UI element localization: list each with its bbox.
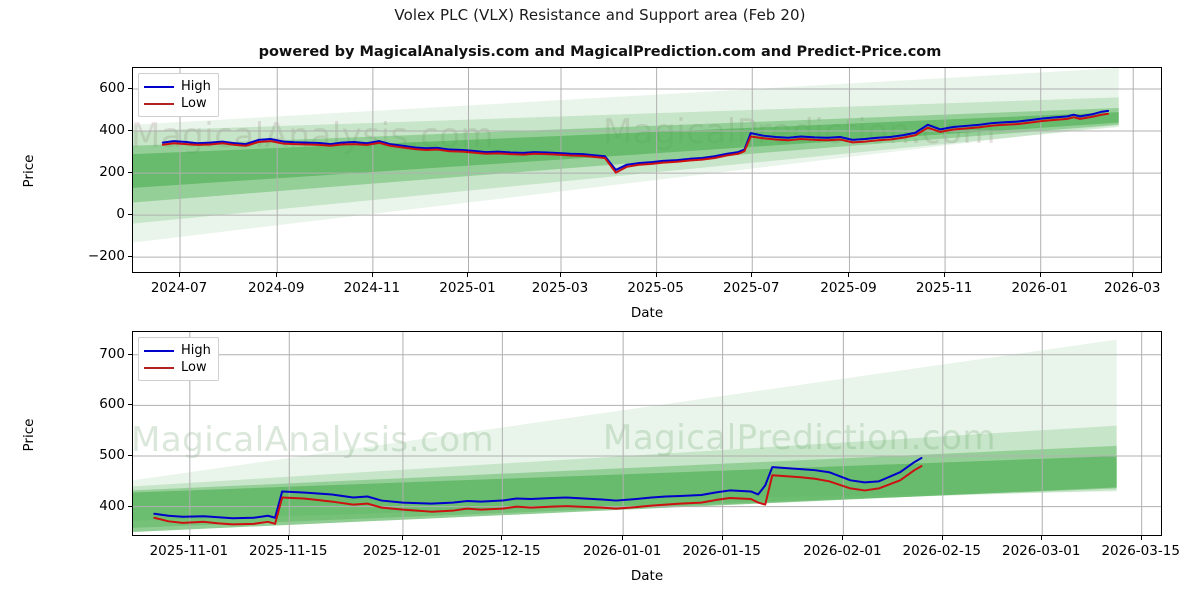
x-tick-mark <box>276 273 278 277</box>
top-chart-y-axis-label: Price <box>21 154 37 188</box>
x-tick-label: 2026-02-15 <box>902 543 982 559</box>
y-tick-label: 0 <box>116 206 125 223</box>
legend-label-high: High <box>181 343 211 358</box>
x-tick-mark <box>467 273 469 277</box>
x-tick-mark <box>1041 536 1043 540</box>
legend-entry-high: High <box>144 342 211 359</box>
x-tick-label: 2024-09 <box>248 280 305 296</box>
x-tick-label: 2025-11-01 <box>149 543 229 559</box>
y-tick-label: 600 <box>99 80 125 97</box>
x-tick-mark <box>371 273 373 277</box>
x-tick-mark <box>721 536 723 540</box>
bottom-chart-panel: MagicalAnalysis.com MagicalPrediction.co… <box>99 331 1180 559</box>
y-tick-mark <box>128 172 132 174</box>
x-tick-label: 2026-01-15 <box>682 543 761 559</box>
x-tick-mark <box>622 536 624 540</box>
x-tick-label: 2025-01 <box>439 280 496 296</box>
top-chart-series-lines <box>161 109 1110 174</box>
legend-line-low-icon <box>144 366 174 369</box>
y-tick-label: 200 <box>99 164 125 181</box>
y-tick-mark <box>128 353 132 355</box>
x-tick-label: 2025-09 <box>820 280 877 296</box>
x-tick-mark <box>288 536 290 540</box>
x-tick-mark <box>842 536 844 540</box>
legend-label-low: Low <box>181 96 207 111</box>
x-tick-mark <box>1140 536 1142 540</box>
x-tick-label: 2025-11-15 <box>249 543 328 559</box>
page-subtitle: powered by MagicalAnalysis.com and Magic… <box>258 44 942 60</box>
legend-line-high-icon <box>144 85 174 88</box>
x-tick-mark <box>559 273 561 277</box>
legend-line-low-icon <box>144 102 174 105</box>
legend-label-low: Low <box>181 360 207 375</box>
top-chart-panel: MagicalAnalysis.com MagicalPrediction.co… <box>88 67 1162 296</box>
y-tick-label: 500 <box>99 447 125 463</box>
x-tick-mark <box>1132 273 1134 277</box>
y-tick-label: 600 <box>99 396 125 413</box>
x-tick-mark <box>941 536 943 540</box>
top-chart-gridlines <box>133 68 1161 272</box>
top-chart-legend[interactable]: High Low <box>138 73 219 117</box>
y-tick-mark <box>128 214 132 216</box>
y-tick-mark <box>128 130 132 132</box>
bottom-chart-plot-area: MagicalAnalysis.com MagicalPrediction.co… <box>132 331 1162 536</box>
legend-line-high-icon <box>144 349 174 352</box>
y-tick-mark <box>128 505 132 507</box>
legend-entry-high: High <box>144 78 211 95</box>
x-tick-mark <box>944 273 946 277</box>
x-tick-label: 2026-03-15 <box>1101 543 1180 559</box>
x-tick-label: 2025-11 <box>915 280 973 296</box>
y-tick-mark <box>128 455 132 456</box>
bottom-chart-series-lines <box>153 457 923 526</box>
x-tick-label: 2026-02-01 <box>803 543 882 559</box>
x-tick-mark <box>501 536 503 540</box>
x-tick-label: 2025-03 <box>531 280 589 296</box>
y-tick-label: −200 <box>87 248 125 265</box>
x-tick-label: 2025-12-15 <box>462 543 541 559</box>
x-tick-mark <box>179 273 181 277</box>
y-tick-mark <box>128 404 132 406</box>
legend-entry-low: Low <box>144 359 211 376</box>
bottom-chart-y-axis-label: Price <box>21 418 37 452</box>
x-tick-label: 2025-07 <box>723 280 780 296</box>
legend-entry-low: Low <box>144 95 211 112</box>
x-tick-label: 2024-07 <box>150 280 208 296</box>
x-tick-label: 2025-05 <box>627 280 684 296</box>
y-tick-mark <box>128 256 132 258</box>
x-tick-mark <box>1039 273 1041 277</box>
x-tick-label: 2026-01-01 <box>582 543 662 559</box>
x-tick-label: 2026-03 <box>1104 280 1161 296</box>
x-tick-label: 2026-01 <box>1011 280 1068 296</box>
bottom-chart-gridlines <box>133 332 1161 535</box>
x-tick-label: 2024-11 <box>343 280 401 296</box>
x-tick-mark <box>848 273 850 277</box>
page-title: Volex PLC (VLX) Resistance and Support a… <box>394 6 806 24</box>
top-chart-x-axis-label: Date <box>630 305 664 321</box>
y-tick-label: 700 <box>99 345 125 362</box>
x-tick-mark <box>188 536 190 540</box>
x-tick-mark <box>401 536 403 540</box>
top-chart-plot-area: MagicalAnalysis.com MagicalPrediction.co… <box>132 67 1162 273</box>
bottom-chart-x-axis-label: Date <box>630 568 664 584</box>
x-tick-mark <box>751 273 753 277</box>
y-tick-label: 400 <box>99 497 125 514</box>
legend-label-high: High <box>181 79 211 94</box>
x-tick-label: 2025-12-01 <box>362 543 442 559</box>
y-tick-label: 400 <box>99 122 125 139</box>
x-tick-label: 2026-03-01 <box>1002 543 1081 559</box>
x-tick-mark <box>655 273 657 277</box>
y-tick-mark <box>128 88 132 90</box>
bottom-chart-legend[interactable]: High Low <box>138 337 219 381</box>
